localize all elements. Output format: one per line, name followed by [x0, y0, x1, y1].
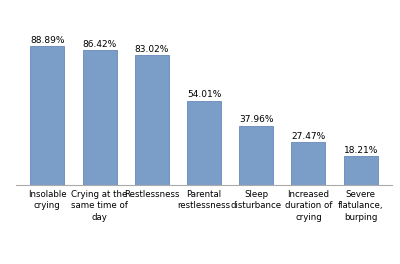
Text: 37.96%: 37.96% [239, 115, 274, 124]
Bar [30, 46, 64, 185]
Text: 27.47%: 27.47% [291, 132, 326, 141]
Text: 54.01%: 54.01% [187, 90, 221, 99]
Bar [82, 50, 116, 185]
Bar [135, 55, 169, 185]
Text: 86.42%: 86.42% [82, 40, 117, 49]
Bar [292, 142, 326, 185]
Text: 88.89%: 88.89% [30, 36, 64, 45]
Text: 83.02%: 83.02% [134, 45, 169, 54]
Bar [187, 101, 221, 185]
Bar [239, 126, 273, 185]
Text: 18.21%: 18.21% [344, 146, 378, 155]
Bar [344, 156, 378, 185]
